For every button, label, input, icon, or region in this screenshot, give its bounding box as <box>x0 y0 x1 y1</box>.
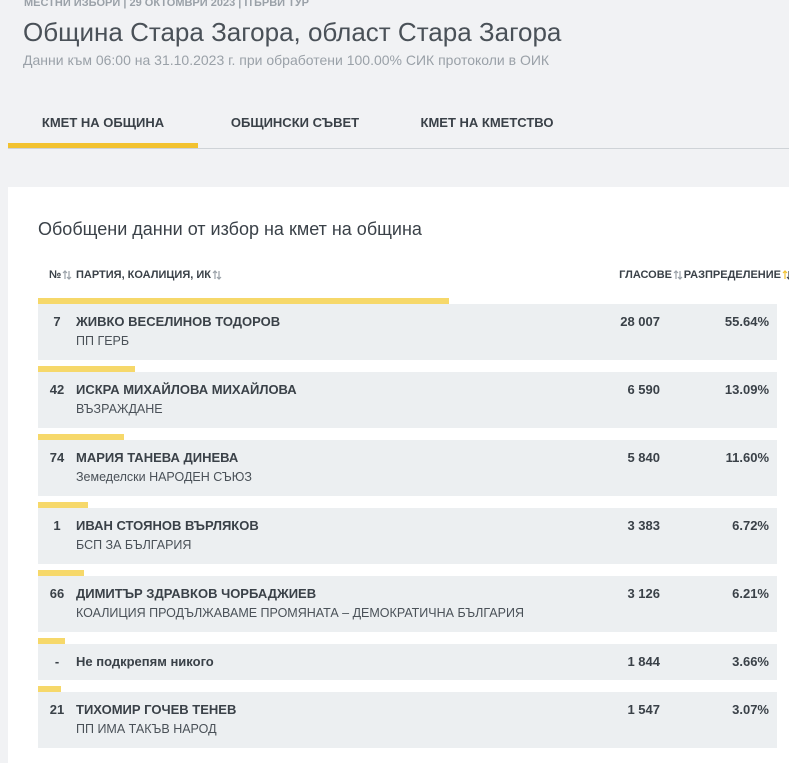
party-name: ПП ИМА ТАКЪВ НАРОД <box>76 722 217 736</box>
result-row <box>38 576 777 632</box>
votes: 5 840 <box>627 450 660 465</box>
votes: 28 007 <box>620 314 660 329</box>
result-row <box>38 508 777 564</box>
tab-divider <box>8 148 789 149</box>
party-name: БСП ЗА БЪЛГАРИЯ <box>76 538 192 552</box>
tab[interactable]: ОБЩИНСКИ СЪВЕТ <box>230 115 360 130</box>
column-header[interactable]: РАЗПРЕДЕЛЕНИЕ <box>683 269 781 281</box>
share-bar <box>38 686 61 692</box>
party-name: ВЪЗРАЖДАНЕ <box>76 402 163 416</box>
share-label: 13.09% <box>724 382 769 397</box>
candidate-number: 74 <box>49 450 65 465</box>
column-header[interactable]: № <box>49 269 62 281</box>
candidate-number: 1 <box>53 518 61 533</box>
result-row <box>38 644 777 680</box>
candidate-name: ТИХОМИР ГОЧЕВ ТЕНЕВ <box>76 702 237 717</box>
page-subtitle: Данни към 06:00 на 31.10.2023 г. при обр… <box>23 52 550 68</box>
candidate-name: МАРИЯ ТАНЕВА ДИНЕВА <box>76 450 239 465</box>
votes: 1 547 <box>627 702 660 717</box>
share-label: 3.66% <box>732 654 769 669</box>
sort-icon[interactable] <box>62 270 72 280</box>
candidate-name: ИВАН СТОЯНОВ ВЪРЛЯКОВ <box>76 518 259 533</box>
candidate-number: 7 <box>53 314 61 329</box>
share-bar <box>38 366 135 372</box>
result-row <box>38 304 777 360</box>
result-row <box>38 440 777 496</box>
share-label: 11.60% <box>725 450 769 465</box>
party-name: КОАЛИЦИЯ ПРОДЪЛЖАВАМЕ ПРОМЯНАТА – ДЕМОКР… <box>76 606 524 620</box>
party-name: Земеделски НАРОДЕН СЪЮЗ <box>76 470 252 484</box>
card-title: Обобщени данни от избор на кмет на общин… <box>38 219 422 239</box>
share-label: 6.21% <box>732 586 769 601</box>
column-header[interactable]: ГЛАСОВЕ <box>619 269 672 281</box>
share-label: 3.07% <box>732 702 769 717</box>
share-bar <box>38 434 124 440</box>
share-bar <box>38 638 66 644</box>
page-title: Община Стара Загора, област Стара Загора <box>23 17 562 47</box>
votes: 3 126 <box>627 586 660 601</box>
votes: 1 844 <box>627 654 660 669</box>
tab[interactable]: КМЕТ НА КМЕТСТВО <box>420 115 554 130</box>
candidate-number: 21 <box>49 702 65 717</box>
share-bar <box>38 570 84 576</box>
sort-icon[interactable] <box>782 270 789 280</box>
tab[interactable]: КМЕТ НА ОБЩИНА <box>41 115 165 130</box>
votes: 6 590 <box>627 382 660 397</box>
sort-icon[interactable] <box>673 270 683 280</box>
column-header[interactable]: ПАРТИЯ, КОАЛИЦИЯ, ИК <box>76 269 211 281</box>
party-name: ПП ГЕРБ <box>76 334 130 348</box>
candidate-number: 42 <box>49 382 65 397</box>
breadcrumb: МЕСТНИ ИЗБОРИ | 29 ОКТОМВРИ 2023 | ПЪРВИ… <box>24 0 310 9</box>
votes: 3 383 <box>627 518 660 533</box>
share-label: 6.72% <box>732 518 769 533</box>
candidate-name: ДИМИТЪР ЗДРАВКОВ ЧОРБАДЖИЕВ <box>76 586 317 601</box>
sort-icon[interactable] <box>212 270 222 280</box>
share-label: 55.64% <box>724 314 769 329</box>
share-bar <box>38 502 88 508</box>
result-row <box>38 692 777 748</box>
candidate-name: ЖИВКО ВЕСЕЛИНОВ ТОДОРОВ <box>76 314 281 329</box>
candidate-number: - <box>54 654 60 669</box>
candidate-name: ИСКРА МИХАЙЛОВА МИХАЙЛОВА <box>76 382 297 397</box>
candidate-name: Не подкрепям никого <box>76 654 214 669</box>
share-bar <box>38 298 450 304</box>
candidate-number: 66 <box>49 586 65 601</box>
tab-active-underline <box>8 143 198 148</box>
result-row <box>38 372 777 428</box>
